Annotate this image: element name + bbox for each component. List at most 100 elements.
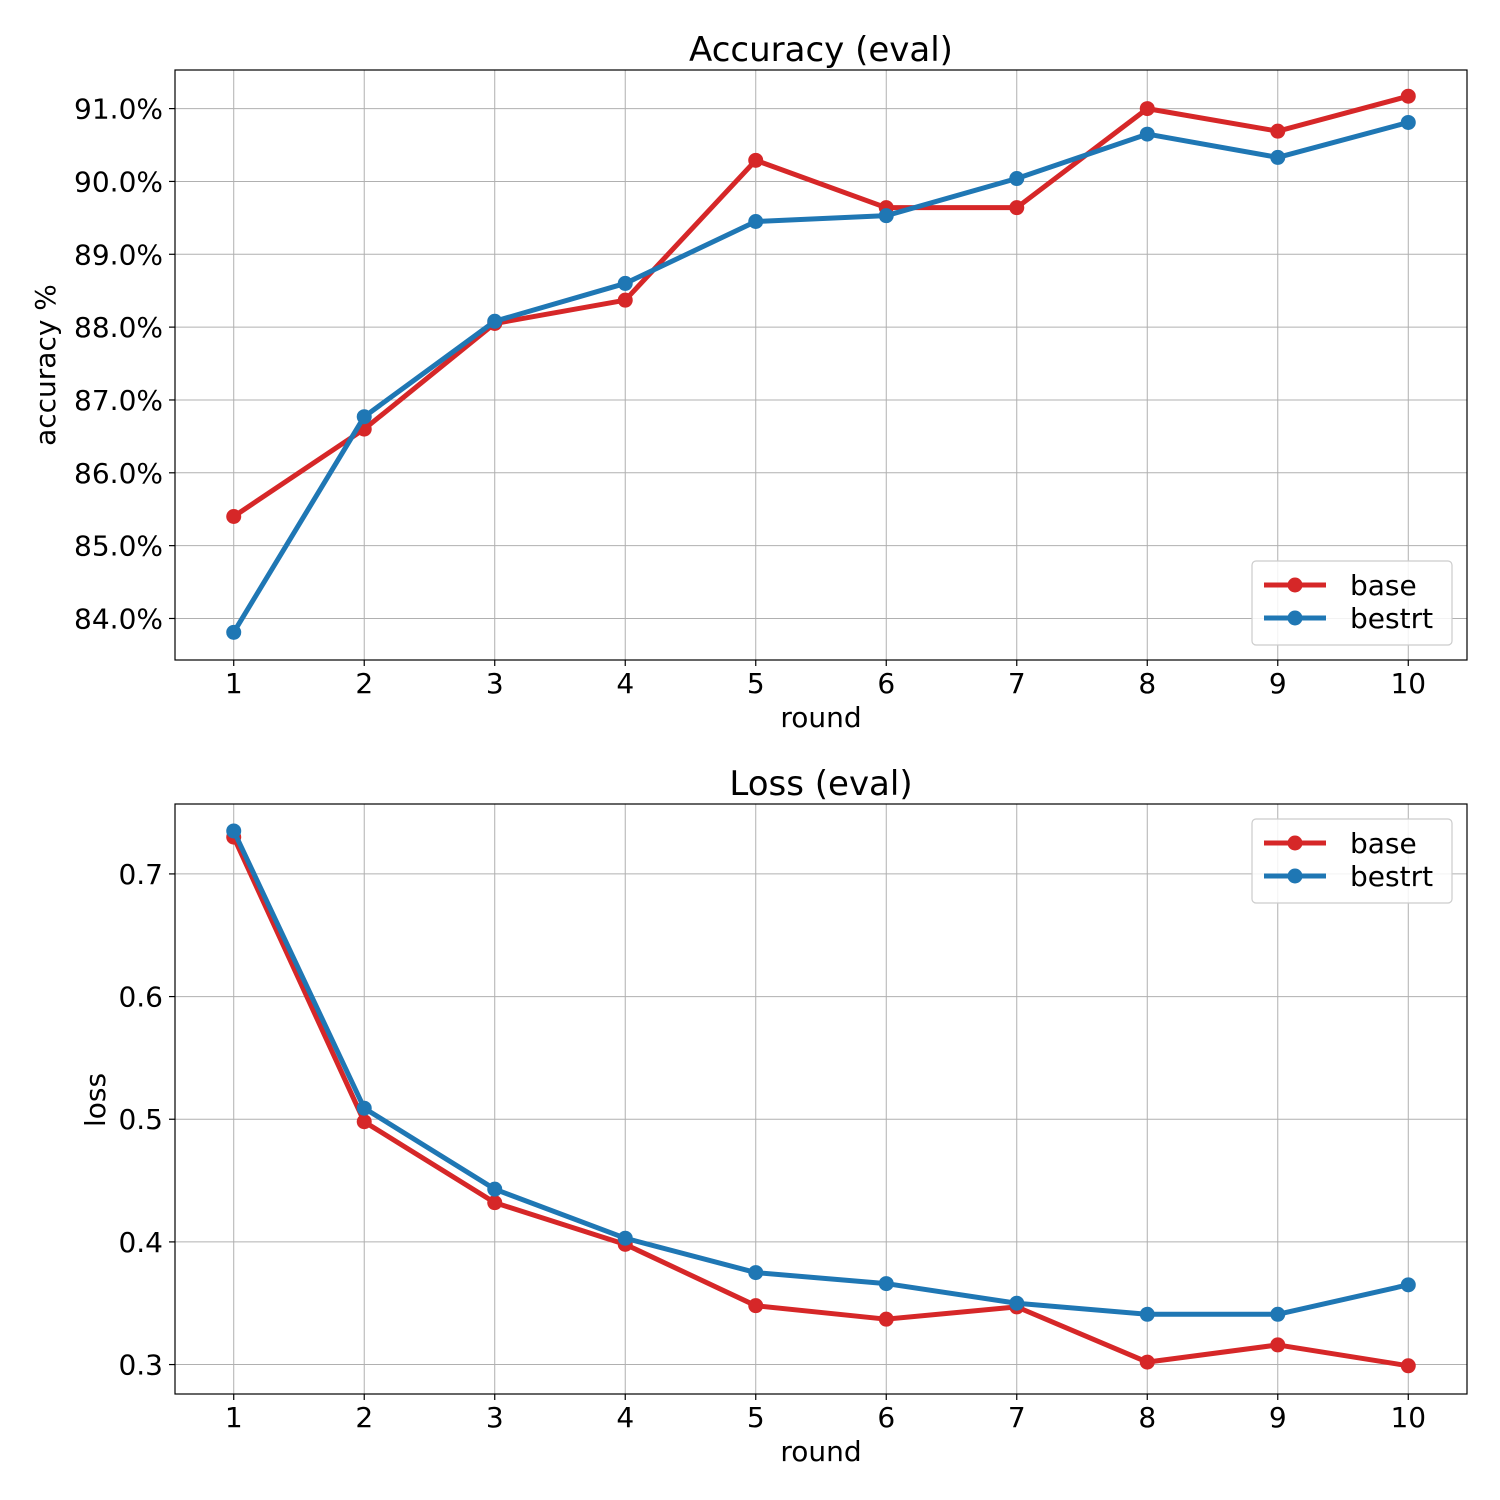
loss-point-bestrt <box>1400 1277 1416 1293</box>
accuracy-x-axis-label: round <box>780 701 861 734</box>
loss-x-tick-label: 4 <box>616 1401 634 1434</box>
loss-point-bestrt <box>487 1181 503 1197</box>
accuracy-legend-label-base: base <box>1350 569 1417 602</box>
loss-point-bestrt <box>356 1100 372 1116</box>
loss-x-tick-label: 3 <box>486 1401 504 1434</box>
accuracy-x-tick-label: 1 <box>225 667 243 700</box>
loss-series <box>226 823 1416 1374</box>
accuracy-x-tick-label: 6 <box>877 667 895 700</box>
accuracy-legend-marker-base <box>1287 577 1303 593</box>
accuracy-point-base <box>1400 88 1416 104</box>
accuracy-point-bestrt <box>878 208 894 224</box>
accuracy-point-base <box>617 292 633 308</box>
loss-y-tick-label: 0.5 <box>118 1103 163 1136</box>
accuracy-chart-title: Accuracy (eval) <box>689 30 953 70</box>
accuracy-point-base <box>226 509 242 525</box>
loss-x-tick-label: 7 <box>1008 1401 1026 1434</box>
accuracy-x-tick-label: 7 <box>1008 667 1026 700</box>
accuracy-point-bestrt <box>1400 114 1416 130</box>
accuracy-y-tick-label: 88.0% <box>74 311 163 344</box>
accuracy-x-tick-label: 10 <box>1390 667 1426 700</box>
accuracy-point-bestrt <box>1009 171 1025 187</box>
accuracy-point-bestrt <box>487 313 503 329</box>
accuracy-point-bestrt <box>617 275 633 291</box>
accuracy-x-tick-label: 2 <box>355 667 373 700</box>
loss-legend-label-bestrt: bestrt <box>1350 860 1433 893</box>
accuracy-point-bestrt <box>1139 126 1155 142</box>
loss-chart-title: Loss (eval) <box>729 764 912 804</box>
accuracy-line-bestrt <box>231 119 1411 635</box>
loss-x-tick-label: 5 <box>747 1401 765 1434</box>
loss-point-base <box>1270 1337 1286 1353</box>
accuracy-point-bestrt <box>226 624 242 640</box>
loss-x-axis-label: round <box>780 1435 861 1468</box>
loss-x-tick-label: 1 <box>225 1401 243 1434</box>
loss-x-tick-label: 2 <box>355 1401 373 1434</box>
accuracy-series <box>226 88 1416 640</box>
accuracy-y-tick-label: 89.0% <box>74 238 163 271</box>
accuracy-y-tick-label: 86.0% <box>74 457 163 490</box>
accuracy-y-tick-label: 84.0% <box>74 602 163 635</box>
loss-point-base <box>1400 1358 1416 1374</box>
accuracy-plot-frame <box>174 69 1468 661</box>
loss-y-ticks: 0.3 0.4 0.5 0.6 0.7 <box>118 858 175 1382</box>
loss-y-tick-label: 0.4 <box>118 1226 163 1259</box>
loss-point-bestrt <box>226 823 242 839</box>
accuracy-legend-label-bestrt: bestrt <box>1350 602 1433 635</box>
loss-point-base <box>878 1311 894 1327</box>
accuracy-y-ticks: 84.0% 85.0% 86.0% 87.0% 88.0% 89.0% 90.0% 91.0% <box>74 93 175 635</box>
loss-point-bestrt <box>1270 1306 1286 1322</box>
loss-legend-box <box>1251 818 1453 904</box>
accuracy-y-tick-label: 87.0% <box>74 384 163 417</box>
loss-x-tick-label: 10 <box>1390 1401 1426 1434</box>
accuracy-point-bestrt <box>748 214 764 230</box>
accuracy-line-base <box>231 93 1411 520</box>
accuracy-legend-box <box>1251 560 1453 646</box>
loss-point-base <box>1139 1354 1155 1370</box>
accuracy-point-base <box>748 152 764 168</box>
accuracy-y-axis-label: accuracy % <box>29 284 62 446</box>
loss-line-bestrt <box>231 828 1411 1317</box>
loss-legend-marker-bestrt <box>1287 868 1303 884</box>
loss-chart: Loss (eval) 1 2 3 4 5 6 7 8 9 10 0.30.40.50.60.7 … <box>79 764 1468 1468</box>
accuracy-grid <box>175 70 1467 660</box>
loss-point-base <box>487 1195 503 1211</box>
accuracy-point-base <box>1270 123 1286 139</box>
accuracy-x-tick-label: 8 <box>1138 667 1156 700</box>
accuracy-point-base <box>1009 200 1025 216</box>
accuracy-legend-marker-bestrt <box>1287 610 1303 626</box>
loss-line-base <box>231 834 1411 1369</box>
loss-point-base <box>356 1114 372 1130</box>
loss-x-tick-label: 6 <box>877 1401 895 1434</box>
accuracy-x-tick-label: 4 <box>616 667 634 700</box>
accuracy-point-bestrt <box>1270 149 1286 165</box>
accuracy-point-bestrt <box>356 409 372 425</box>
loss-legend-marker-base <box>1287 835 1303 851</box>
loss-point-base <box>748 1298 764 1314</box>
loss-x-ticks: 1 2 3 4 5 6 7 8 9 10 <box>225 1394 1426 1434</box>
loss-plot-frame <box>174 803 1468 1395</box>
loss-y-tick-label: 0.3 <box>118 1349 163 1382</box>
accuracy-x-tick-label: 5 <box>747 667 765 700</box>
accuracy-x-tick-label: 3 <box>486 667 504 700</box>
loss-x-tick-label: 8 <box>1138 1401 1156 1434</box>
accuracy-y-tick-label: 91.0% <box>74 93 163 126</box>
loss-point-bestrt <box>1009 1295 1025 1311</box>
loss-point-bestrt <box>878 1276 894 1292</box>
accuracy-y-tick-label: 90.0% <box>74 165 163 198</box>
accuracy-point-base <box>1139 101 1155 117</box>
loss-y-tick-label: 0.7 <box>118 858 163 891</box>
loss-y-tick-label: 0.6 <box>118 981 163 1014</box>
loss-point-bestrt <box>617 1230 633 1246</box>
accuracy-x-ticks: 1 2 3 4 5 6 7 8 9 10 <box>225 660 1426 700</box>
accuracy-x-tick-label: 9 <box>1269 667 1287 700</box>
loss-legend-label-base: base <box>1350 827 1417 860</box>
accuracy-y-tick-label: 85.0% <box>74 530 163 563</box>
accuracy-chart: Accuracy (eval) 1 2 3 4 5 6 7 8 9 10 84.0% 85.0% 86… <box>29 30 1468 734</box>
loss-point-bestrt <box>748 1265 764 1281</box>
loss-x-tick-label: 9 <box>1269 1401 1287 1434</box>
